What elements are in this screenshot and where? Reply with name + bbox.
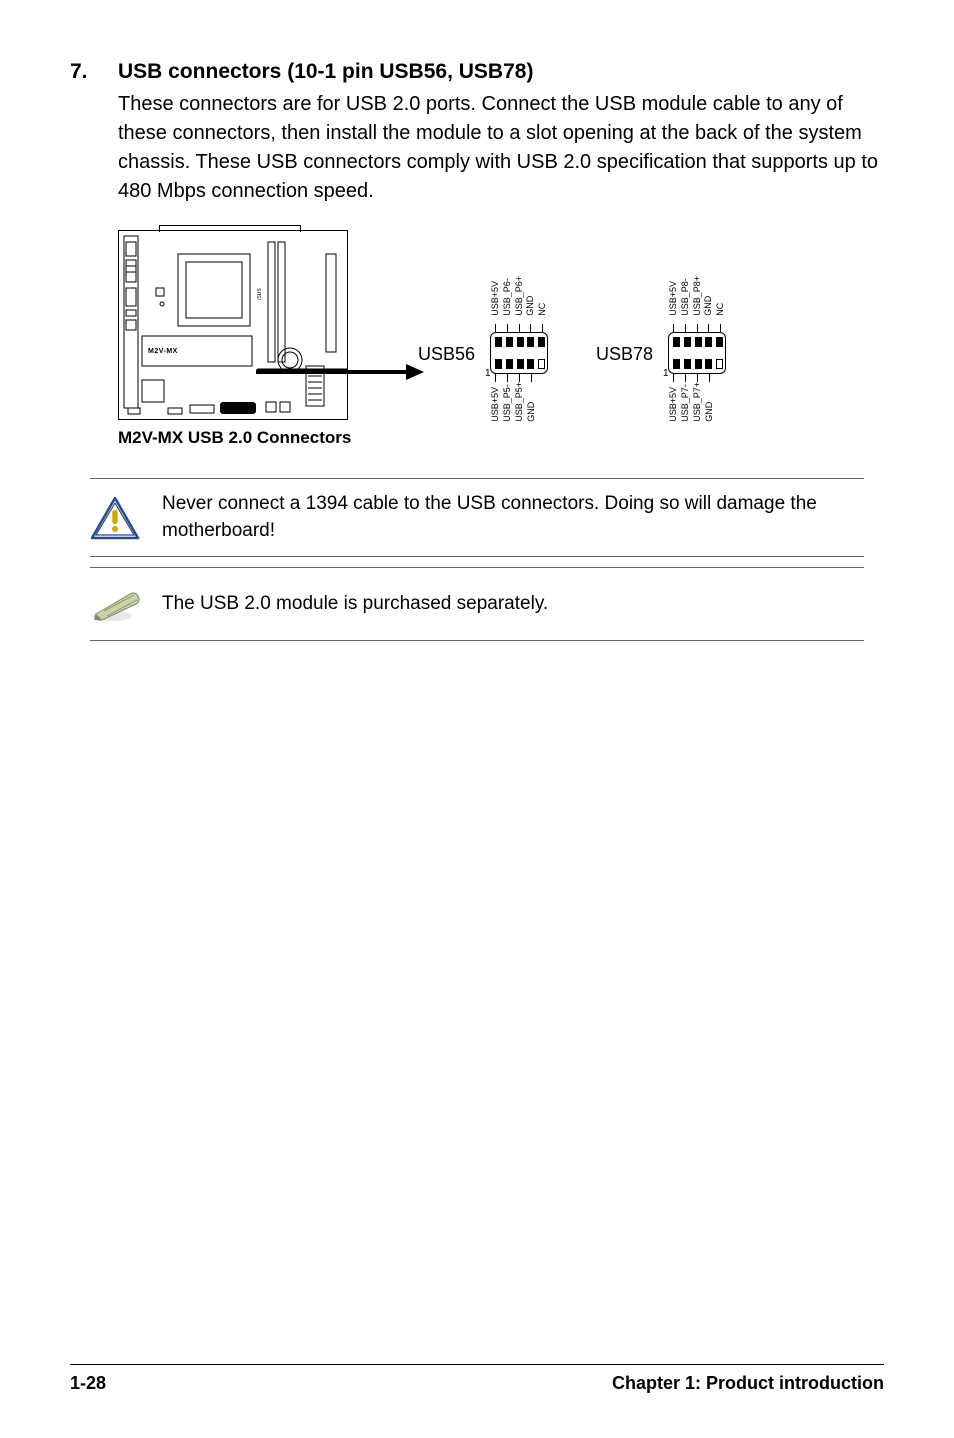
pin1-label: 1 — [485, 368, 491, 379]
usb56-label: USB56 — [418, 344, 475, 365]
pin1-label: 1 — [663, 368, 669, 379]
arrow-icon — [256, 362, 426, 382]
svg-text:/SUS: /SUS — [257, 288, 263, 300]
chapter-title: Chapter 1: Product introduction — [612, 1373, 884, 1394]
usb78-header: 1 — [668, 332, 726, 374]
usb78-toppins: USB+5V USB_P8- USB_P8+ GND NC — [669, 276, 725, 316]
warning-icon — [90, 496, 140, 540]
usb78-label: USB78 — [596, 344, 653, 365]
diagram-caption: M2V-MX USB 2.0 Connectors — [118, 428, 351, 448]
section-number: 7. — [70, 60, 118, 84]
page-number: 1-28 — [70, 1373, 106, 1394]
warning-text: Never connect a 1394 cable to the USB co… — [162, 491, 864, 544]
pencil-icon — [90, 586, 142, 622]
usb78-botpins: USB+5V USB_P7- USB_P7+ GND — [669, 382, 714, 422]
warning-callout: Never connect a 1394 cable to the USB co… — [90, 478, 864, 557]
mobo-model-label: M2V-MX — [148, 348, 178, 355]
section-title: USB connectors (10-1 pin USB56, USB78) — [118, 60, 533, 84]
usb56-botpins: USB+5V USB_P5- USB_P5+ GND — [491, 382, 536, 422]
note-callout: The USB 2.0 module is purchased separate… — [90, 567, 864, 641]
usb56-toppins: USB+5V USB_P6- USB_P6+ GND NC — [491, 276, 547, 316]
usb56-header: 1 — [490, 332, 548, 374]
section-header: 7. USB connectors (10-1 pin USB56, USB78… — [70, 60, 884, 84]
motherboard-svg: /SUS — [118, 230, 348, 420]
page-footer: 1-28 Chapter 1: Product introduction — [70, 1364, 884, 1394]
section-body: These connectors are for USB 2.0 ports. … — [118, 90, 884, 206]
diagram: /SUS — [118, 230, 884, 460]
note-text: The USB 2.0 module is purchased separate… — [162, 591, 548, 618]
